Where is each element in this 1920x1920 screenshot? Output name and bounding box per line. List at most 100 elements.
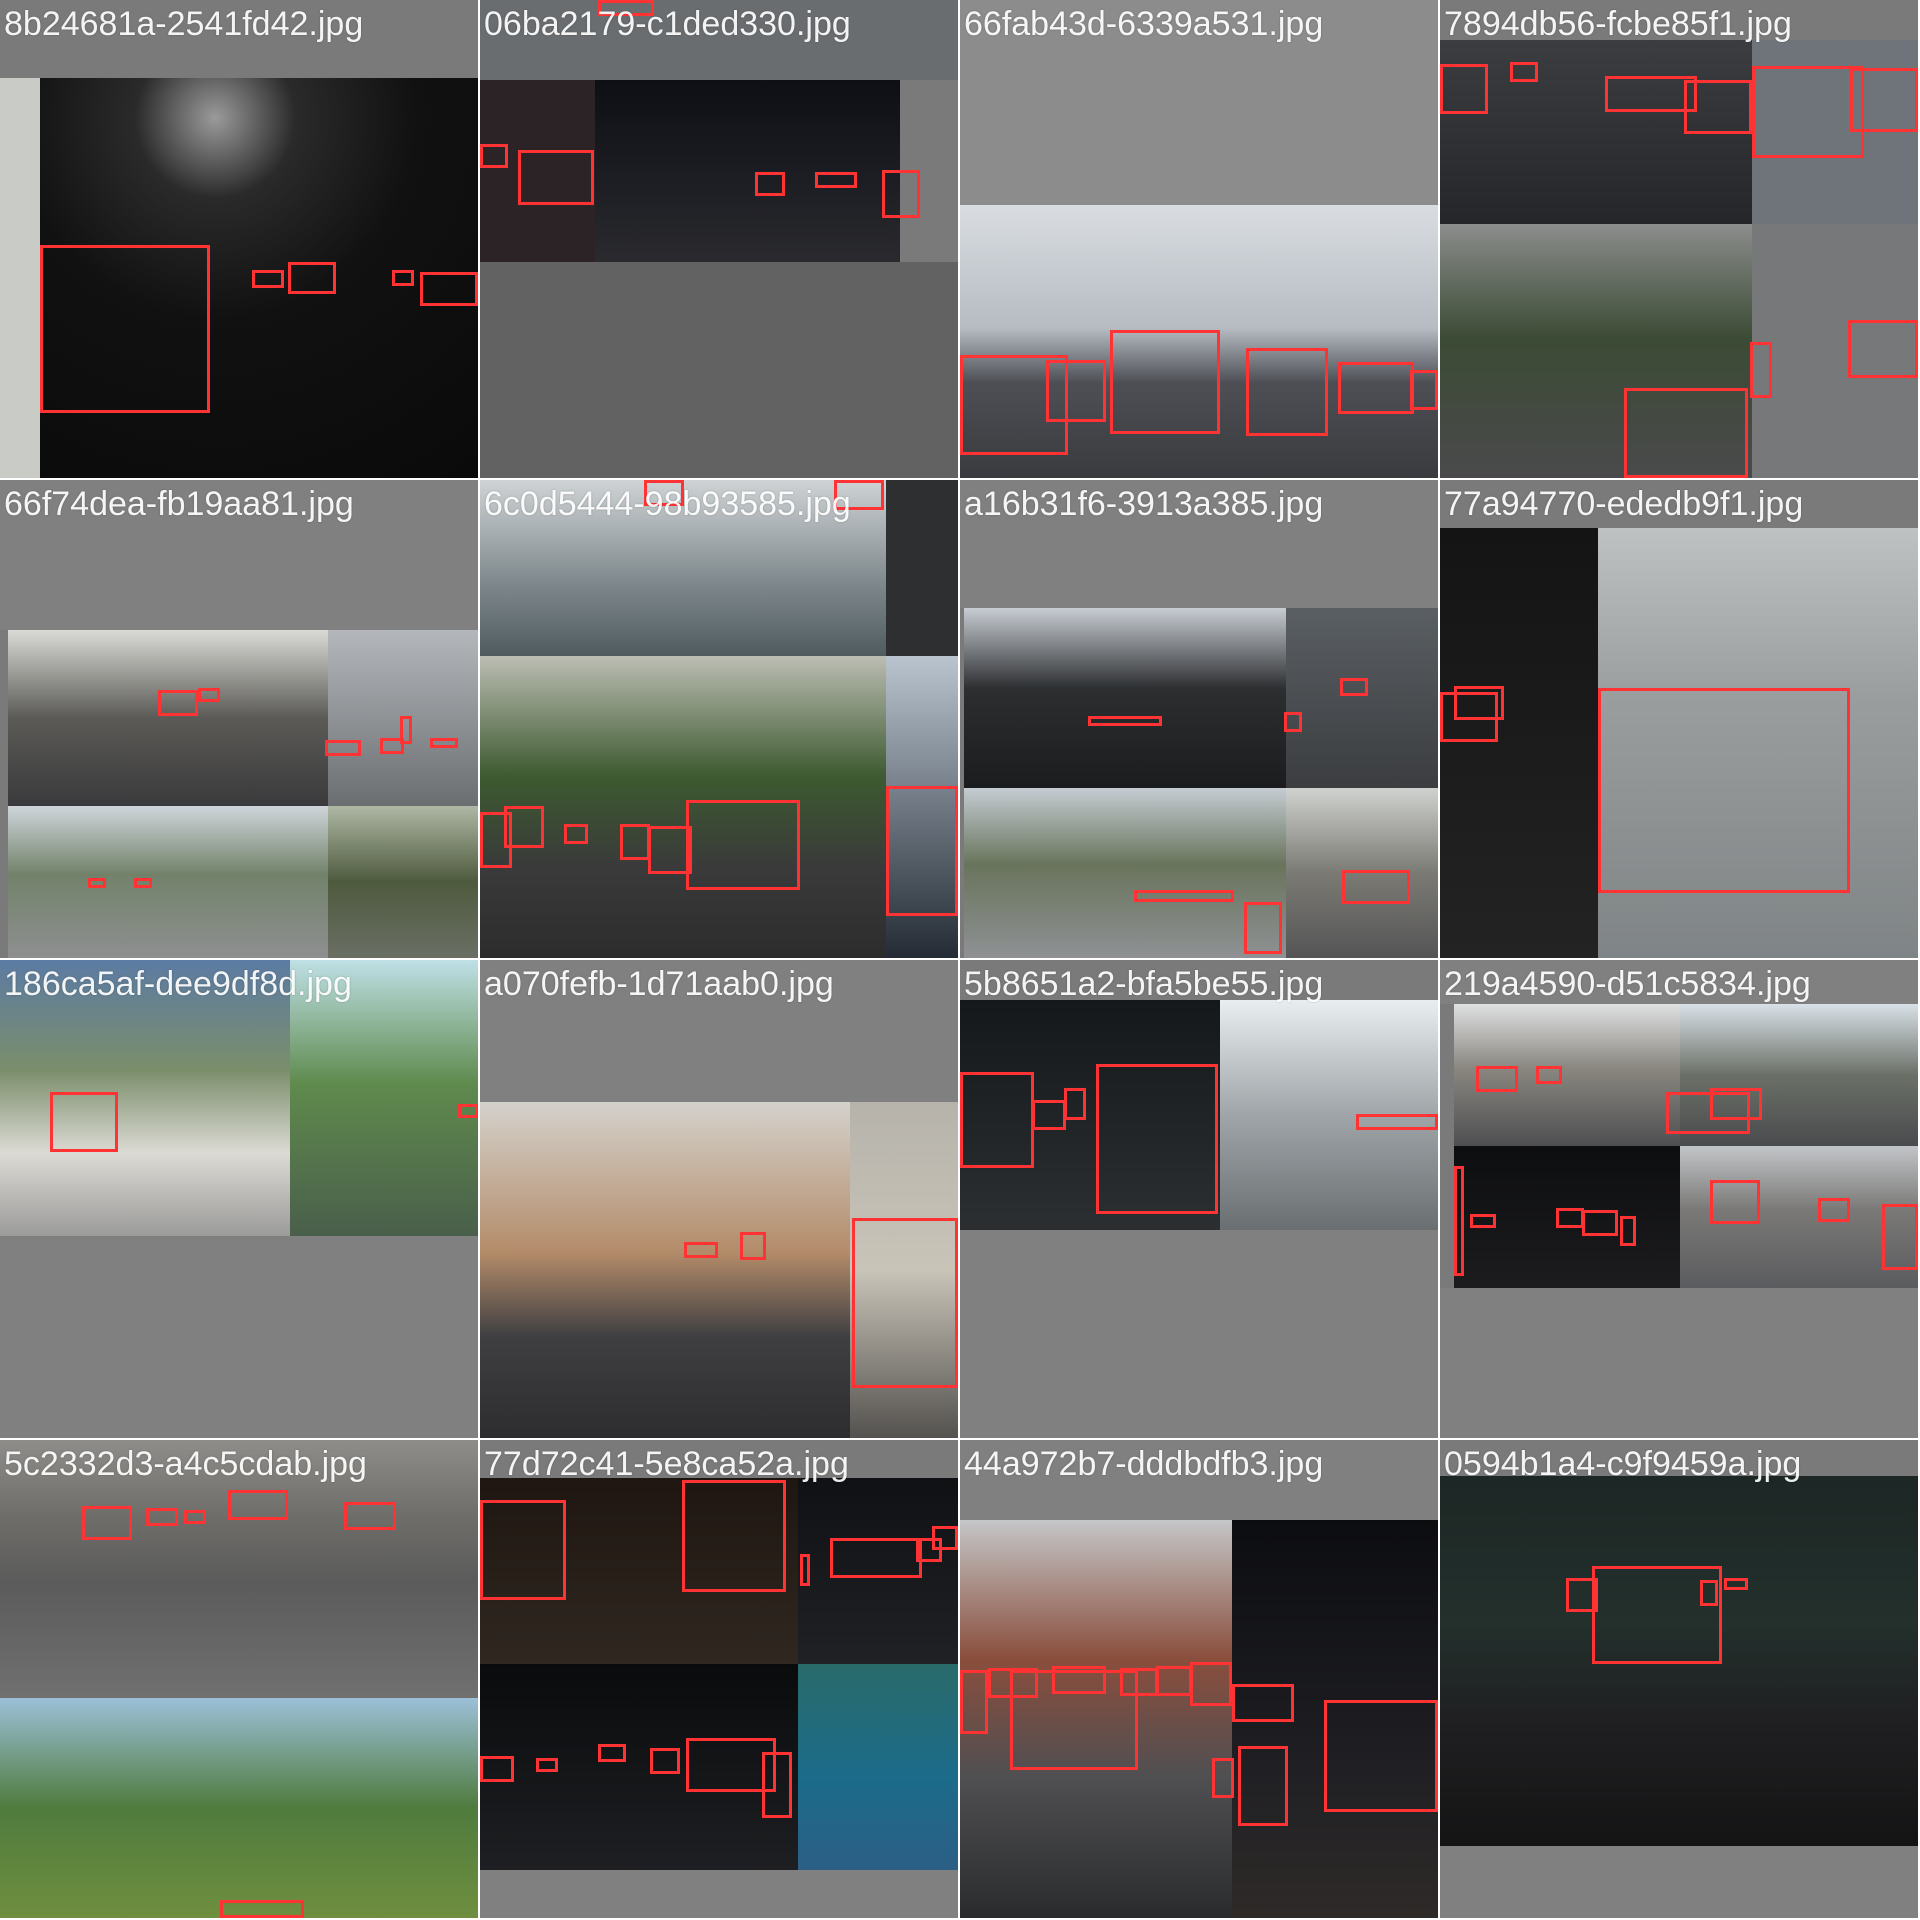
detection-box: [1724, 1578, 1748, 1590]
image-tile: 66f74dea-fb19aa81.jpg: [0, 480, 478, 958]
detection-box: [1470, 1214, 1496, 1228]
detection-box: [762, 1752, 792, 1818]
detection-box: [1052, 1666, 1106, 1694]
detection-box: [1700, 1580, 1718, 1606]
image-mosaic: [1440, 960, 1918, 1438]
detection-box: [220, 1900, 304, 1918]
file-name-label: 06ba2179-c1ded330.jpg: [484, 5, 851, 43]
image-tile: 06ba2179-c1ded330.jpg: [480, 0, 958, 478]
image-mosaic: [480, 480, 958, 958]
detection-box: [682, 1480, 786, 1592]
detection-box: [650, 1748, 680, 1774]
image-patch: [1286, 788, 1438, 958]
detection-box: [1110, 330, 1220, 434]
image-patch: [480, 656, 886, 958]
detection-box: [50, 1092, 118, 1152]
image-patch: [886, 480, 958, 656]
detection-box: [1556, 1208, 1584, 1228]
image-patch: [480, 1870, 958, 1918]
detection-box: [325, 740, 361, 756]
detection-box: [1566, 1578, 1598, 1612]
image-patch: [8, 630, 328, 806]
image-patch: [1440, 224, 1752, 478]
detection-box: [960, 355, 1068, 455]
detection-box: [916, 1538, 942, 1562]
detection-box: [1088, 716, 1162, 726]
image-patch: [480, 480, 886, 656]
detection-box: [1338, 362, 1414, 414]
image-patch: [798, 1478, 958, 1664]
image-mosaic: [480, 1440, 958, 1918]
detection-box: [1046, 360, 1106, 422]
detection-box: [198, 688, 220, 702]
detection-box: [1238, 1746, 1288, 1826]
detection-box: [1684, 80, 1752, 134]
detection-box: [815, 172, 857, 188]
detection-box: [1032, 1100, 1066, 1130]
detection-box: [960, 1072, 1034, 1168]
detection-box: [1454, 1166, 1464, 1276]
image-mosaic: [480, 0, 958, 478]
image-tile: 186ca5af-dee9df8d.jpg: [0, 960, 478, 1438]
detection-box: [1454, 686, 1504, 720]
detection-box: [184, 1510, 206, 1524]
detection-box: [684, 1242, 718, 1258]
detection-box: [1342, 870, 1410, 904]
detection-box: [480, 144, 508, 168]
detection-box: [518, 150, 594, 205]
detection-box: [1340, 678, 1368, 696]
image-tile: 219a4590-d51c5834.jpg: [1440, 960, 1918, 1438]
image-patch: [960, 1000, 1220, 1230]
detection-box: [1510, 62, 1538, 82]
detection-box: [800, 1554, 810, 1586]
detection-box: [1848, 320, 1918, 378]
file-name-label: 77d72c41-5e8ca52a.jpg: [484, 1445, 849, 1483]
image-patch: [960, 0, 1438, 205]
image-tile: 66fab43d-6339a531.jpg: [960, 0, 1438, 478]
image-patch: [1752, 224, 1918, 478]
detection-box: [1750, 342, 1772, 398]
image-tile: 77d72c41-5e8ca52a.jpg: [480, 1440, 958, 1918]
detection-box: [252, 270, 284, 288]
file-name-label: a070fefb-1d71aab0.jpg: [484, 965, 834, 1003]
detection-box: [480, 812, 512, 868]
image-patch: [1440, 528, 1598, 958]
image-patch: [886, 656, 958, 958]
detection-box: [40, 245, 210, 413]
image-patch: [480, 1664, 798, 1870]
detection-box: [1440, 64, 1488, 114]
image-mosaic: [480, 960, 958, 1438]
detection-box: [1536, 1066, 1562, 1084]
detection-box: [1620, 1216, 1636, 1246]
image-patch: [595, 80, 900, 262]
image-tile: 77a94770-ededb9f1.jpg: [1440, 480, 1918, 958]
image-patch: [1440, 1288, 1918, 1438]
detection-box: [420, 272, 478, 306]
image-patch: [1286, 608, 1438, 788]
file-name-label: 186ca5af-dee9df8d.jpg: [4, 965, 352, 1003]
detection-box: [830, 1538, 922, 1578]
detection-box: [852, 1218, 958, 1388]
detection-box: [1010, 1670, 1138, 1770]
detection-box: [1246, 348, 1328, 436]
detection-box: [82, 1506, 132, 1540]
detection-box: [380, 738, 404, 754]
detection-box: [932, 1526, 958, 1550]
detection-box: [1582, 1210, 1618, 1236]
detection-box: [1882, 1204, 1918, 1270]
image-patch: [850, 1102, 958, 1438]
detection-box: [834, 480, 884, 510]
image-patch: [964, 788, 1286, 958]
image-patch: [0, 960, 290, 1236]
file-name-label: 8b24681a-2541fd42.jpg: [4, 5, 364, 43]
detection-box: [1096, 1064, 1218, 1214]
image-patch: [480, 1478, 798, 1664]
detection-box: [960, 1670, 988, 1734]
image-mosaic: [1440, 1440, 1918, 1918]
image-patch: [290, 960, 478, 1236]
image-patch: [1454, 1146, 1680, 1288]
file-name-label: 6c0d5444-98b93585.jpg: [484, 485, 851, 523]
detection-box: [1134, 890, 1234, 902]
detection-box: [480, 1756, 514, 1782]
